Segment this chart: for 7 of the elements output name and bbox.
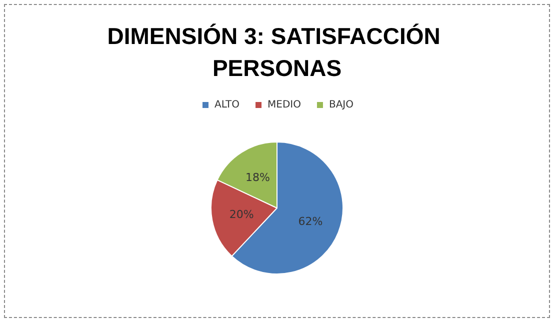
legend-label: BAJO: [328, 100, 354, 110]
data-label: 62%: [298, 214, 323, 228]
data-label: 18%: [245, 171, 270, 184]
legend-label: ALTO: [214, 100, 240, 110]
data-label: 20%: [229, 208, 254, 222]
chart-title: DIMENSIÓN 3: SATISFACCIÓN PERSONAS: [107, 23, 447, 81]
legend-label: MEDIO: [268, 100, 302, 110]
